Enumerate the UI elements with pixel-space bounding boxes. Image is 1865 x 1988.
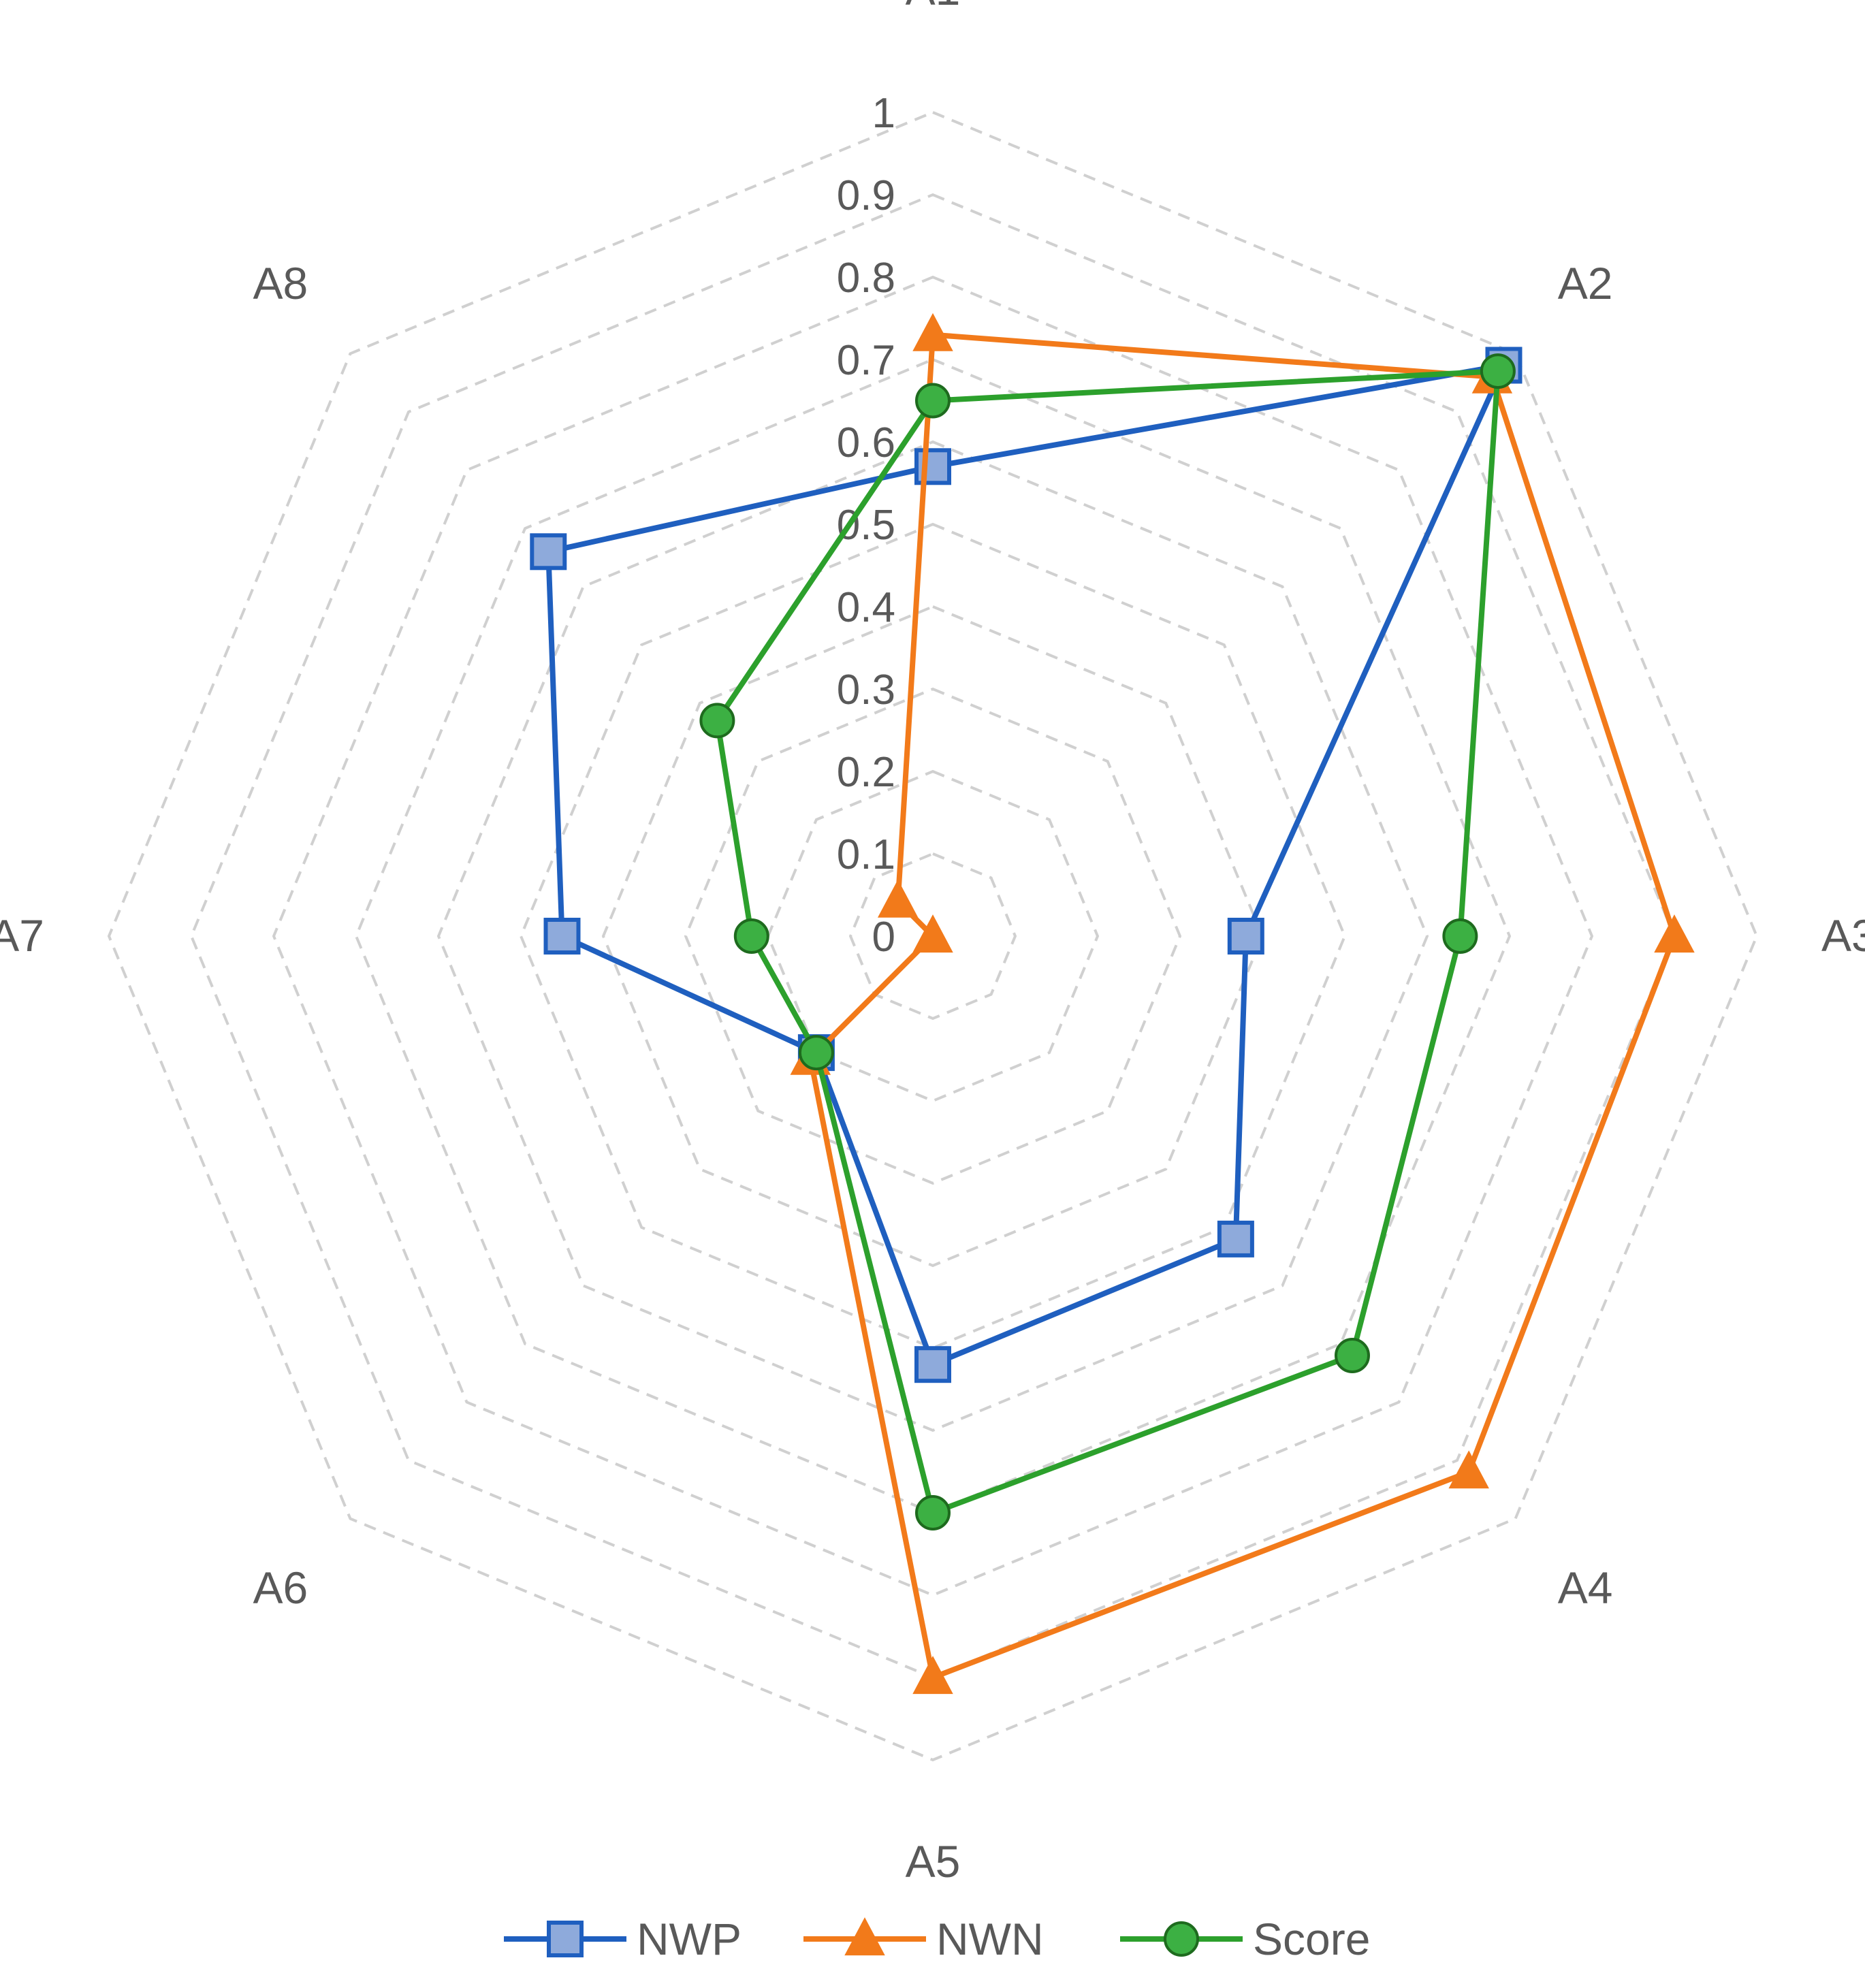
grid-ring-4 bbox=[601, 605, 1264, 1268]
legend-marker-nwp bbox=[547, 1921, 584, 1957]
category-label-a8: A8 bbox=[253, 258, 308, 308]
grid-ring-10 bbox=[107, 110, 1759, 1762]
category-label-a4: A4 bbox=[1558, 1562, 1613, 1613]
data-point-nwp-a5 bbox=[914, 1346, 951, 1383]
grid-ring-6 bbox=[436, 440, 1429, 1432]
radial-axis-ticks: 0 0.1 0.2 0.3 0.4 0.5 0.6 0.7 0.8 0.9 1 bbox=[837, 90, 895, 961]
data-point-score-a1 bbox=[915, 383, 951, 419]
data-point-score-a7 bbox=[733, 918, 769, 954]
data-point-nwp-a3 bbox=[1227, 918, 1264, 955]
tick-label: 1 bbox=[872, 90, 895, 137]
data-point-score-a3 bbox=[1442, 918, 1478, 954]
legend-label-nwp: NWP bbox=[637, 1914, 742, 1964]
category-labels: A1 A2 A3 A4 A5 A6 A7 A8 bbox=[0, 0, 1865, 1887]
data-point-score-a2 bbox=[1480, 353, 1516, 389]
grid-ring-3 bbox=[684, 687, 1182, 1185]
tick-label: 0.9 bbox=[837, 172, 895, 219]
data-point-nwn-a5 bbox=[912, 1656, 953, 1695]
data-point-nwn-a4 bbox=[1448, 1450, 1489, 1489]
data-point-score-a6 bbox=[798, 1035, 834, 1071]
data-point-nwn-a1 bbox=[912, 312, 953, 351]
data-point-score-a4 bbox=[1335, 1338, 1370, 1373]
tick-label: 0.5 bbox=[837, 502, 895, 549]
series-layer bbox=[530, 312, 1695, 1695]
data-point-score-a5 bbox=[915, 1495, 951, 1530]
legend-item-nwn: NWN bbox=[803, 1914, 1044, 1964]
legend-label-nwn: NWN bbox=[936, 1914, 1044, 1964]
category-label-a7: A7 bbox=[0, 910, 44, 961]
legend-item-nwp: NWP bbox=[504, 1914, 742, 1964]
grid-ring-1 bbox=[848, 852, 1017, 1021]
tick-label: 0.4 bbox=[837, 584, 895, 631]
category-label-a3: A3 bbox=[1821, 910, 1865, 961]
series-score bbox=[699, 353, 1516, 1530]
data-point-score-a8 bbox=[699, 703, 735, 739]
legend: NWP NWN Score bbox=[504, 1914, 1370, 1964]
category-label-a1: A1 bbox=[906, 0, 961, 14]
category-label-a6: A6 bbox=[253, 1562, 308, 1613]
legend-marker-score bbox=[1164, 1921, 1199, 1957]
tick-label: 0.3 bbox=[837, 667, 895, 714]
tick-label: 0 bbox=[872, 914, 895, 961]
data-point-nwp-a4 bbox=[1217, 1220, 1254, 1257]
grid-ring-2 bbox=[766, 769, 1100, 1103]
legend-item-score: Score bbox=[1120, 1914, 1370, 1964]
data-point-nwp-a8 bbox=[530, 533, 567, 571]
series-line-nwp bbox=[545, 362, 1507, 1368]
tick-label: 0.2 bbox=[837, 749, 895, 796]
tick-label: 0.1 bbox=[837, 831, 895, 878]
data-point-nwn-a3 bbox=[1654, 914, 1695, 953]
tick-label: 0.8 bbox=[837, 255, 895, 302]
tick-label: 0.7 bbox=[837, 337, 895, 384]
data-point-nwp-a7 bbox=[543, 918, 581, 955]
data-point-nwn-a7 bbox=[912, 914, 953, 953]
series-line-score bbox=[714, 368, 1501, 1516]
legend-marker-nwn bbox=[844, 1917, 885, 1956]
legend-label-score: Score bbox=[1253, 1914, 1370, 1964]
data-point-nwn-a8 bbox=[877, 879, 919, 918]
category-label-a2: A2 bbox=[1558, 258, 1613, 308]
tick-label: 0.6 bbox=[837, 419, 895, 466]
category-label-a5: A5 bbox=[906, 1836, 961, 1887]
grid-ring-5 bbox=[519, 522, 1347, 1350]
